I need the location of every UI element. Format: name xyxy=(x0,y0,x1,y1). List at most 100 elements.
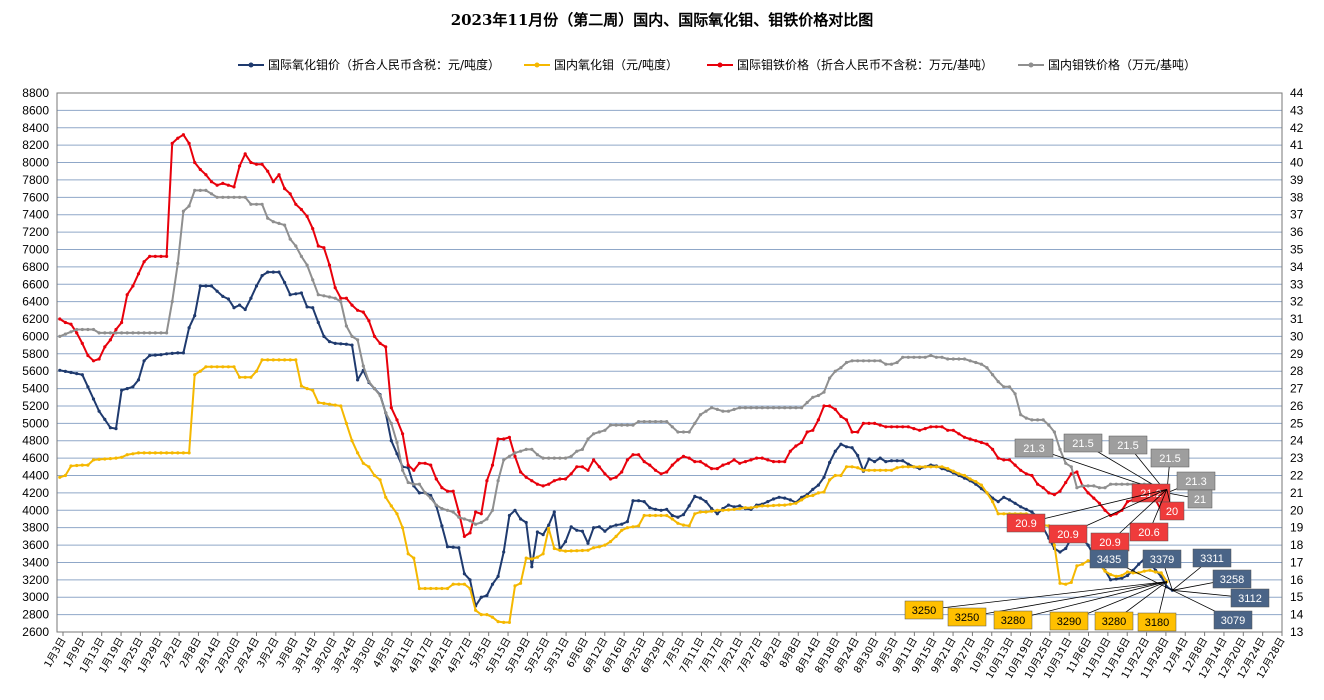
data-point xyxy=(968,477,972,481)
data-point xyxy=(412,468,416,472)
data-point xyxy=(114,327,118,332)
data-point xyxy=(670,463,674,467)
data-point xyxy=(519,517,523,521)
data-point xyxy=(867,359,871,363)
data-point xyxy=(856,430,860,434)
data-point xyxy=(625,458,630,462)
data-point xyxy=(603,543,607,547)
data-point xyxy=(176,451,180,455)
data-point xyxy=(384,495,388,499)
data-point xyxy=(732,507,736,511)
data-point xyxy=(698,510,703,514)
data-point xyxy=(1030,510,1034,514)
data-point xyxy=(962,476,967,480)
data-point xyxy=(743,460,748,464)
data-point xyxy=(648,420,652,424)
data-point xyxy=(552,456,556,460)
data-point xyxy=(108,331,112,335)
data-point xyxy=(614,423,618,427)
data-point xyxy=(75,463,79,468)
data-point xyxy=(923,427,927,431)
callout-text: 21.2 xyxy=(1140,488,1161,500)
data-point xyxy=(1097,486,1101,490)
data-point xyxy=(159,451,163,455)
data-point xyxy=(535,482,540,486)
data-point xyxy=(412,482,416,486)
data-point xyxy=(131,284,135,288)
data-point xyxy=(367,465,371,469)
data-point xyxy=(1047,491,1051,495)
data-point xyxy=(580,529,585,533)
data-point xyxy=(563,549,568,553)
data-point xyxy=(524,475,528,479)
data-point xyxy=(266,216,270,220)
data-point xyxy=(592,458,596,462)
data-point xyxy=(659,472,663,476)
data-point xyxy=(732,407,736,411)
data-point xyxy=(923,355,927,359)
data-point xyxy=(884,425,888,429)
legend-marker xyxy=(1028,62,1034,68)
data-point xyxy=(642,513,646,518)
data-point xyxy=(648,513,652,518)
data-point xyxy=(979,483,984,487)
y-right-tick-label: 17 xyxy=(1290,555,1304,569)
data-point xyxy=(760,504,764,508)
data-point xyxy=(378,478,382,482)
data-point xyxy=(283,358,287,362)
data-point xyxy=(710,467,714,471)
y-left-tick-label: 8600 xyxy=(22,103,49,117)
data-point xyxy=(934,425,939,429)
data-point xyxy=(69,322,73,326)
data-point xyxy=(940,465,944,469)
data-point xyxy=(75,331,79,335)
data-point xyxy=(912,355,916,359)
callout-label: 21.5 xyxy=(1108,435,1168,494)
data-point xyxy=(181,451,185,455)
data-point xyxy=(209,180,214,184)
data-point xyxy=(563,477,568,481)
data-point xyxy=(496,574,500,579)
data-point xyxy=(681,454,686,458)
data-point xyxy=(299,384,303,388)
callout-text: 21.3 xyxy=(1185,476,1206,488)
data-point xyxy=(777,503,781,507)
data-point xyxy=(563,456,568,460)
callout-label: 3311 xyxy=(1172,548,1232,591)
callout-text: 21.3 xyxy=(1023,443,1044,455)
callout-label: 21.3 xyxy=(1166,471,1216,494)
data-point xyxy=(676,521,680,525)
data-point xyxy=(726,461,731,465)
data-point xyxy=(991,373,995,377)
data-point xyxy=(243,195,247,199)
data-point xyxy=(558,548,562,552)
data-point xyxy=(878,423,882,427)
data-point xyxy=(1075,470,1079,474)
y-left-tick-label: 8800 xyxy=(22,86,49,100)
data-point xyxy=(69,370,73,375)
data-point xyxy=(479,512,483,516)
data-point xyxy=(271,180,275,184)
data-point xyxy=(934,355,939,359)
data-point xyxy=(1007,385,1012,389)
callout-text: 3250 xyxy=(955,612,979,624)
data-point xyxy=(384,345,388,349)
data-point xyxy=(1052,493,1056,497)
data-point xyxy=(749,506,753,510)
data-point xyxy=(659,508,663,512)
y-left-tick-label: 5400 xyxy=(22,382,49,396)
callout-label: 3435 xyxy=(1089,549,1173,591)
data-point xyxy=(755,456,759,460)
data-point xyxy=(63,473,67,478)
data-point xyxy=(996,512,1000,516)
data-point xyxy=(507,435,511,439)
data-point xyxy=(715,407,719,411)
y-left-tick-label: 6400 xyxy=(22,295,49,309)
data-point xyxy=(1148,568,1152,572)
callout-box xyxy=(1150,448,1190,468)
data-point xyxy=(125,453,129,457)
data-point xyxy=(221,195,225,199)
data-point xyxy=(642,500,646,504)
data-point xyxy=(193,188,197,192)
data-point xyxy=(204,365,208,369)
